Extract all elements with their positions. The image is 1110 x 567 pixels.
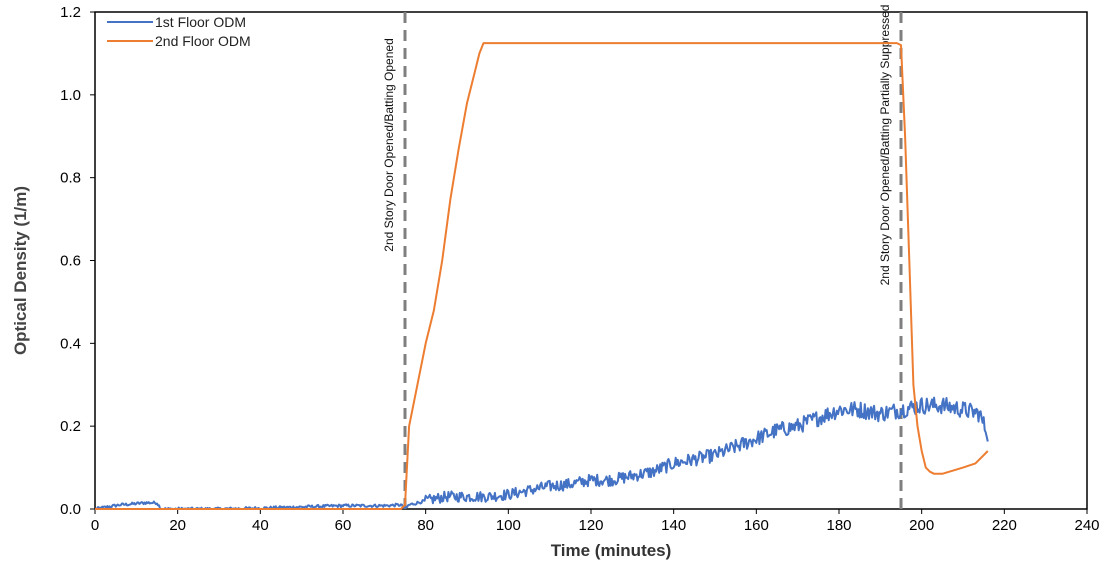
y-tick-label: 0.2 (60, 418, 81, 435)
x-tick-label: 140 (661, 517, 686, 534)
x-tick-label: 60 (335, 517, 352, 534)
x-tick-label: 40 (252, 517, 269, 534)
legend: 1st Floor ODM 2nd Floor ODM (107, 14, 251, 49)
x-tick-label: 220 (992, 517, 1017, 534)
y-tick-label: 0.8 (60, 170, 81, 187)
series-group (94, 42, 989, 510)
y-tick-label: 1.0 (60, 87, 81, 104)
legend-label: 2nd Floor ODM (155, 33, 251, 49)
x-tick-label: 100 (496, 517, 521, 534)
y-tick-label: 0.6 (60, 253, 81, 270)
y-axis-title: Optical Density (1/m) (11, 186, 30, 355)
x-tick-label: 20 (169, 517, 186, 534)
series-line (95, 42, 989, 510)
x-axis: 0 20 40 60 80 100 120 140 160 180 200 220 240 (91, 509, 1100, 534)
x-tick-label: 0 (91, 517, 99, 534)
annotation-label: 2nd Story Door Opened/Batting Partially … (878, 5, 892, 286)
x-axis-title: Time (minutes) (551, 541, 672, 560)
annotation-label: 2nd Story Door Opened/Batting Opened (382, 38, 396, 251)
y-tick-label: 0.0 (60, 501, 81, 518)
y-tick-label: 0.4 (60, 335, 81, 352)
plot-frame (94, 11, 1088, 510)
x-tick-label: 160 (744, 517, 769, 534)
legend-label: 1st Floor ODM (155, 14, 246, 30)
x-tick-label: 120 (578, 517, 603, 534)
x-tick-label: 180 (826, 517, 851, 534)
annotations: 2nd Story Door Opened/Batting Opened 2nd … (382, 5, 903, 509)
x-tick-label: 240 (1074, 517, 1099, 534)
x-tick-label: 200 (909, 517, 934, 534)
y-axis: 0.0 0.2 0.4 0.6 0.8 1.0 1.2 (60, 4, 95, 518)
series-line (94, 396, 989, 510)
x-tick-label: 80 (417, 517, 434, 534)
y-tick-label: 1.2 (60, 4, 81, 21)
